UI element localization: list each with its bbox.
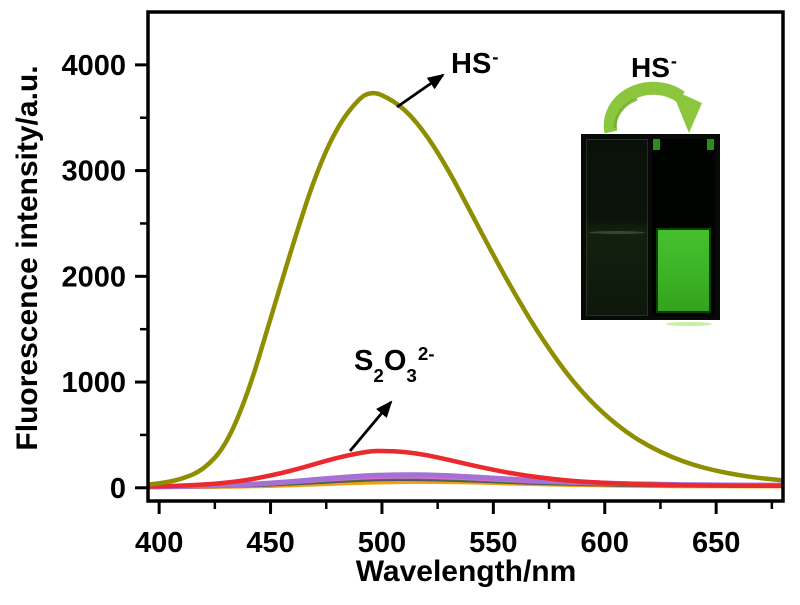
cuvette-dark [586,139,648,316]
hs-arrow [396,73,445,109]
x-tick-label: 500 [358,527,406,559]
y-tick-label: 0 [110,473,126,505]
cap-notch-right [707,139,714,150]
s2o3-arrow [348,400,393,452]
x-axis-title: Wavelength/nm [355,555,577,588]
x-tick-label: 450 [246,527,294,559]
y-tick-label: 2000 [61,261,126,293]
x-tick-label: 650 [692,527,740,559]
hs-annotation-label: HS- [451,45,499,81]
cuvette-glowing [652,139,715,326]
green-curved-arrow-icon [603,81,702,134]
spectrum-curve-S2O3(2-) [148,448,783,489]
x-tick-label: 400 [135,527,183,559]
y-tick-label: 4000 [61,50,126,82]
x-tick-label: 600 [581,527,629,559]
inset-hs-label: HS- [631,51,677,83]
meniscus-line [589,231,645,234]
green-fluorescent-liquid [656,228,712,326]
spectrum-curve-HS(-) [148,90,783,487]
plot-frame [146,10,785,503]
cap-notch-left [653,139,660,150]
s2o3-annotation-label: S2O32- [354,342,435,386]
cuvette-photo [581,134,720,326]
y-axis-title: Fluorescence intensity/a.u. [11,65,44,451]
y-tick-label: 3000 [61,156,126,188]
x-tick-label: 550 [469,527,517,559]
y-tick-label: 1000 [61,367,126,399]
hs-annotation-sup: - [492,45,499,67]
liquid-highlight [666,322,712,326]
hs-annotation-text: HS [451,48,492,80]
